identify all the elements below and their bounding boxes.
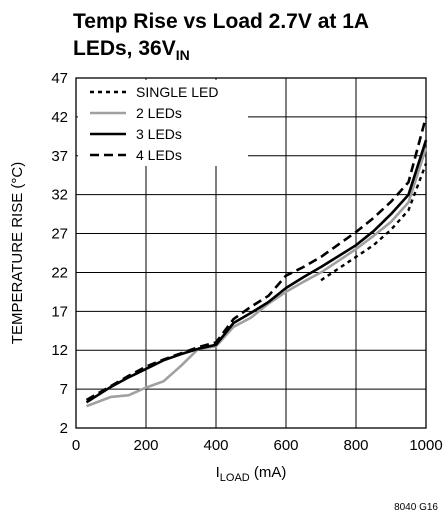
legend-label-1: 2 LEDs bbox=[136, 105, 182, 121]
x-axis-label-subscript: LOAD bbox=[220, 472, 250, 484]
y-tick-label-9: 47 bbox=[51, 70, 68, 87]
chart-title-line-1: Temp Rise vs Load 2.7V at 1A bbox=[73, 10, 369, 33]
x-tick-label-4: 800 bbox=[343, 437, 368, 454]
chart-title-line-2: LEDs, 36VIN bbox=[73, 37, 190, 63]
y-tick-label-2: 12 bbox=[51, 342, 68, 359]
x-tick-label-5: 1000 bbox=[409, 437, 442, 454]
y-tick-label-0: 2 bbox=[60, 420, 68, 437]
legend-label-0: SINGLE LED bbox=[136, 84, 218, 100]
y-tick-label-1: 7 bbox=[60, 381, 68, 398]
legend-label-3: 4 LEDs bbox=[136, 147, 182, 163]
y-tick-label-5: 27 bbox=[51, 226, 68, 243]
chart-title-line-2-main: LEDs, 36V bbox=[73, 37, 176, 60]
legend: SINGLE LED 2 LEDs 3 LEDs 4 LEDs bbox=[78, 80, 248, 166]
series-line-0 bbox=[320, 163, 428, 282]
series-line-1 bbox=[86, 147, 428, 408]
y-tick-label-6: 32 bbox=[51, 187, 68, 204]
y-tick-label-8: 42 bbox=[51, 109, 68, 126]
chart-title-line-2-subscript: IN bbox=[176, 47, 190, 63]
x-tick-label-2: 400 bbox=[203, 437, 228, 454]
x-tick-label-3: 600 bbox=[273, 437, 298, 454]
legend-background bbox=[78, 80, 248, 166]
series-line-2 bbox=[85, 139, 428, 404]
x-axis-label-main: I bbox=[216, 464, 220, 481]
y-axis-label: TEMPERATURE RISE (°C) bbox=[9, 162, 26, 344]
series-lines bbox=[85, 116, 428, 408]
x-axis-label-unit: (mA) bbox=[250, 464, 287, 481]
y-tick-label-3: 17 bbox=[51, 303, 68, 320]
legend-label-2: 3 LEDs bbox=[136, 126, 182, 142]
y-tick-label-4: 22 bbox=[51, 264, 68, 281]
y-tick-label-7: 37 bbox=[51, 148, 68, 165]
x-tick-label-0: 0 bbox=[72, 437, 80, 454]
figure-id: 8040 G16 bbox=[394, 502, 438, 512]
x-tick-labels: 0 200 400 600 800 1000 bbox=[72, 437, 443, 454]
series-line-3 bbox=[85, 116, 428, 402]
plot-frame bbox=[75, 77, 427, 429]
x-tick-label-1: 200 bbox=[133, 437, 158, 454]
x-axis-label: ILOAD (mA) bbox=[216, 464, 287, 484]
